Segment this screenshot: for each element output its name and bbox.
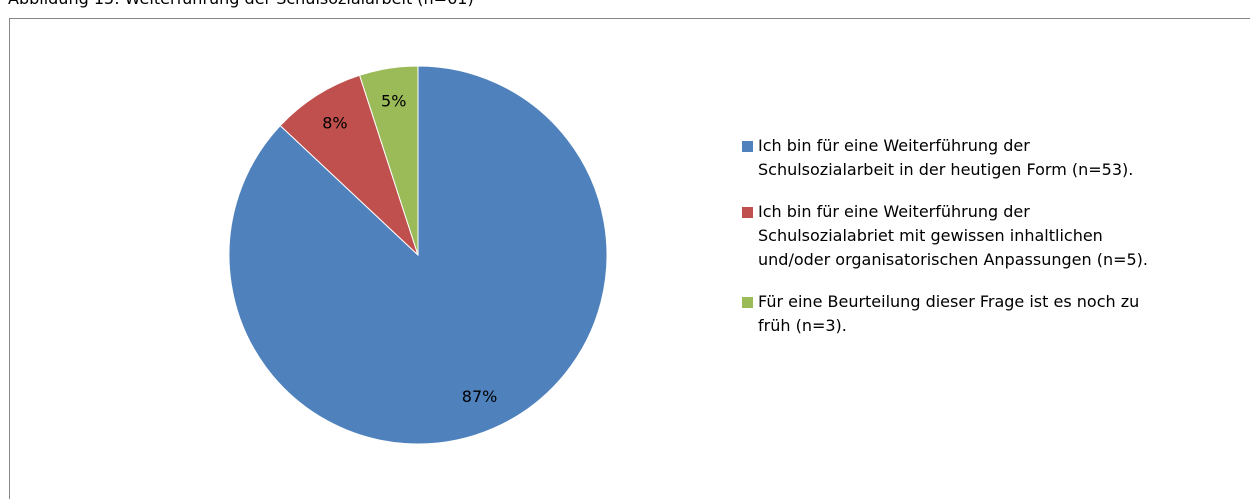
data-label: 87%	[462, 387, 498, 406]
legend-label: Ich bin für eine Weiterführung der Schul…	[758, 136, 1134, 179]
legend-label: Für eine Beurteilung dieser Frage ist es…	[758, 292, 1140, 335]
legend: Ich bin für eine Weiterführung der Schul…	[742, 134, 1242, 356]
pie-slice	[279, 74, 419, 256]
legend-swatch	[742, 141, 753, 152]
legend-entry: Für eine Beurteilung dieser Frage ist es…	[742, 290, 1242, 338]
legend-swatch	[742, 207, 753, 218]
legend-label: Ich bin für eine Weiterführung der Schul…	[758, 202, 1149, 269]
chart-title: Abbildung 15: Weiterführung der Schulsoz…	[8, 0, 474, 8]
data-label: 5%	[381, 91, 406, 110]
legend-entry: Ich bin für eine Weiterführung der Schul…	[742, 200, 1242, 272]
chart-frame	[9, 18, 1250, 499]
pie-slice	[358, 65, 419, 256]
legend-entry: Ich bin für eine Weiterführung der Schul…	[742, 134, 1242, 182]
data-label: 8%	[322, 114, 347, 133]
legend-swatch	[742, 297, 753, 308]
